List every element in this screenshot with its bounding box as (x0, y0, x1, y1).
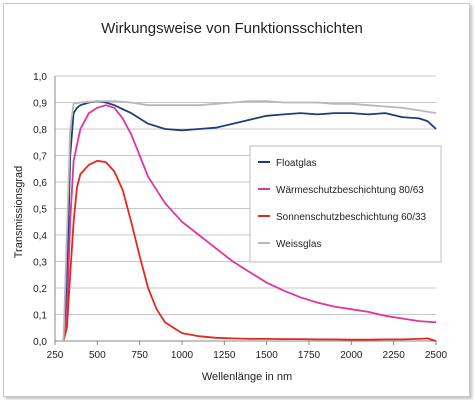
legend: Floatglas Wärmeschutzbeschichtung 80/63 So… (249, 145, 442, 263)
y-tick-labels: 0,0 0,1 0,2 0,3 0,4 0,5 0,6 0,7 0,8 0,9 1,0 (33, 72, 47, 348)
x-tick-label: 2500 (425, 350, 448, 361)
legend-label: Wärmeschutzbeschichtung 80/63 (276, 185, 424, 196)
y-tick-label: 0,7 (33, 152, 47, 163)
x-tick-label: 1750 (298, 350, 321, 361)
x-tick-label: 1500 (256, 350, 279, 361)
y-tick-label: 0,4 (33, 231, 47, 242)
x-tick-label: 2000 (340, 350, 363, 361)
x-tick-label: 1000 (171, 350, 194, 361)
y-tick-label: 0,2 (33, 284, 47, 295)
x-tick-label: 2250 (383, 350, 406, 361)
y-tick-label: 0,9 (33, 99, 47, 110)
x-tick-label: 500 (89, 350, 106, 361)
legend-box (249, 145, 442, 263)
x-tick-label: 1250 (213, 350, 236, 361)
y-tick-label: 0,3 (33, 258, 47, 269)
series-line (62, 159, 437, 342)
x-tick-label: 250 (47, 350, 64, 361)
y-tick-label: 0,1 (33, 311, 47, 322)
axes (54, 76, 437, 345)
series-line (62, 100, 437, 342)
legend-label: Sonnenschutzbeschichtung 60/33 (276, 212, 427, 223)
series-lines (62, 100, 437, 342)
series-line (62, 100, 437, 342)
x-axis-label: Wellenlänge in nm (202, 371, 292, 383)
legend-label: Weissglas (276, 239, 321, 250)
y-axis-label: Transmissionsgrad (13, 166, 25, 259)
series-line (62, 104, 437, 342)
legend-label: Floatglas (276, 158, 317, 169)
chart-title: Wirkungsweise von Funktionsschichten (101, 20, 363, 37)
y-tick-label: 0,6 (33, 178, 47, 189)
y-tick-label: 0,8 (33, 125, 47, 136)
y-tick-label: 0,5 (33, 205, 47, 216)
y-tick-label: 1,0 (33, 72, 47, 83)
x-tick-label: 750 (131, 350, 148, 361)
x-tick-labels: 250 500 750 1000 1250 1500 1750 2000 2250 2500 (47, 350, 448, 361)
y-tick-label: 0,0 (33, 337, 47, 348)
